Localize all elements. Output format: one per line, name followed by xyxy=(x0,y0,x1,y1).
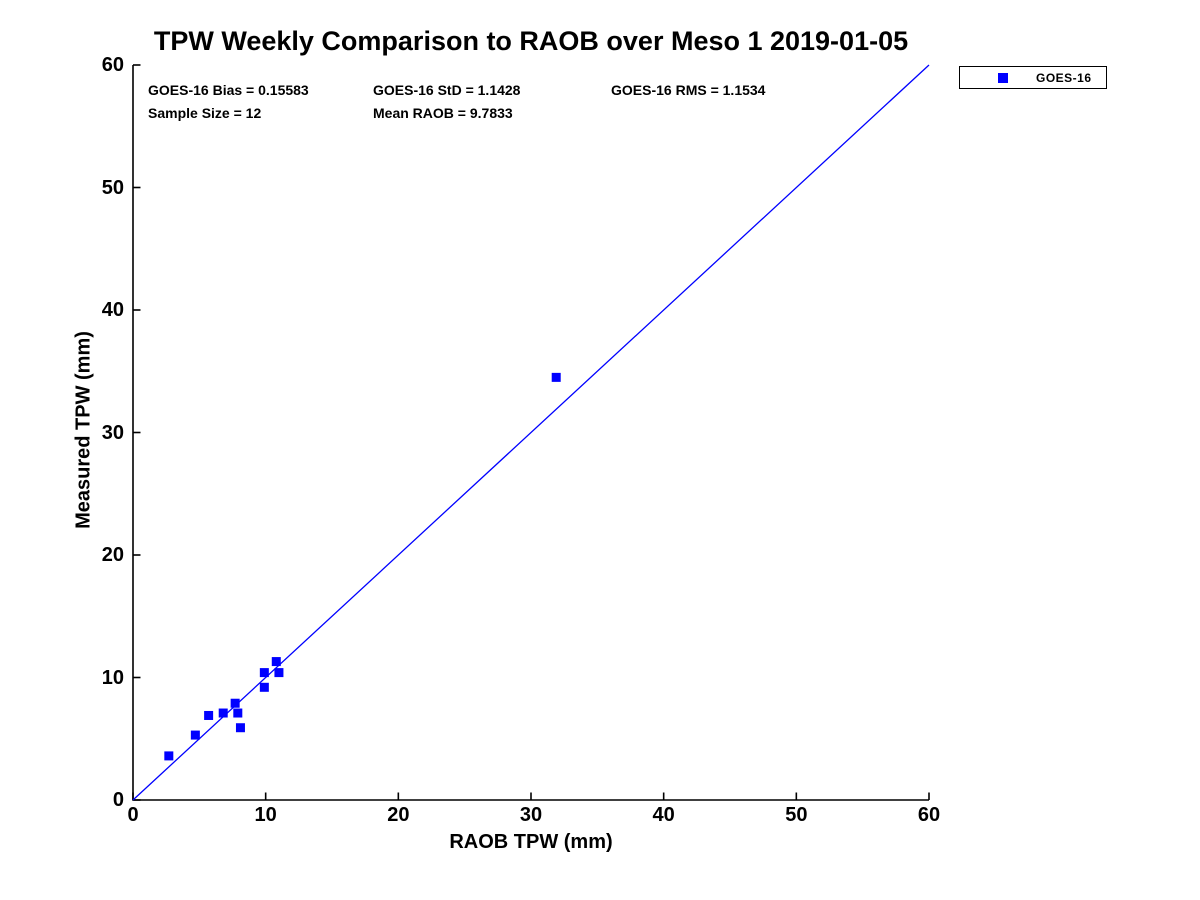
y-tick-label: 20 xyxy=(101,544,124,566)
data-point-marker xyxy=(259,668,269,678)
x-tick-label: 20 xyxy=(387,804,410,826)
data-point-marker xyxy=(164,751,174,761)
stat-rms: GOES-16 RMS = 1.1534 xyxy=(611,82,766,98)
data-point-marker xyxy=(233,708,243,718)
data-point-marker xyxy=(230,698,240,708)
data-point-marker xyxy=(259,682,269,692)
y-tick-label: 0 xyxy=(112,789,124,811)
y-tick-label: 30 xyxy=(101,421,124,444)
x-tick-label: 60 xyxy=(917,804,941,826)
stat-std: GOES-16 StD = 1.1428 xyxy=(373,82,521,98)
y-tick-label: 60 xyxy=(101,54,124,76)
legend-square-marker-icon xyxy=(998,72,1008,83)
stat-sample-size: Sample Size = 12 xyxy=(148,105,262,121)
x-axis-label: RAOB TPW (mm) xyxy=(449,831,613,853)
x-tick-label: 0 xyxy=(127,804,139,826)
legend-series-label: GOES-16 xyxy=(1036,70,1092,85)
y-tick-label: 40 xyxy=(101,299,124,321)
data-point-marker xyxy=(235,723,245,733)
y-tick-label: 10 xyxy=(101,666,124,689)
x-tick-label: 50 xyxy=(785,804,808,826)
stat-mean-raob: Mean RAOB = 9.7833 xyxy=(373,105,513,121)
chart-title: TPW Weekly Comparison to RAOB over Meso … xyxy=(153,26,909,56)
y-tick-label: 50 xyxy=(101,176,124,199)
x-tick-label: 30 xyxy=(519,804,543,826)
stat-bias: GOES-16 Bias = 0.15583 xyxy=(148,82,309,98)
data-point-marker xyxy=(271,657,281,667)
x-tick-label: 10 xyxy=(254,804,277,826)
identity-line xyxy=(132,64,930,801)
data-point-marker xyxy=(204,710,214,720)
data-point-marker xyxy=(190,730,200,740)
x-tick-label: 40 xyxy=(652,804,675,826)
data-point-marker xyxy=(218,708,228,718)
data-point-marker xyxy=(274,668,284,678)
legend-box: GOES-16 xyxy=(959,66,1107,89)
data-point-marker xyxy=(551,372,561,382)
y-axis-label: Measured TPW (mm) xyxy=(72,331,95,529)
